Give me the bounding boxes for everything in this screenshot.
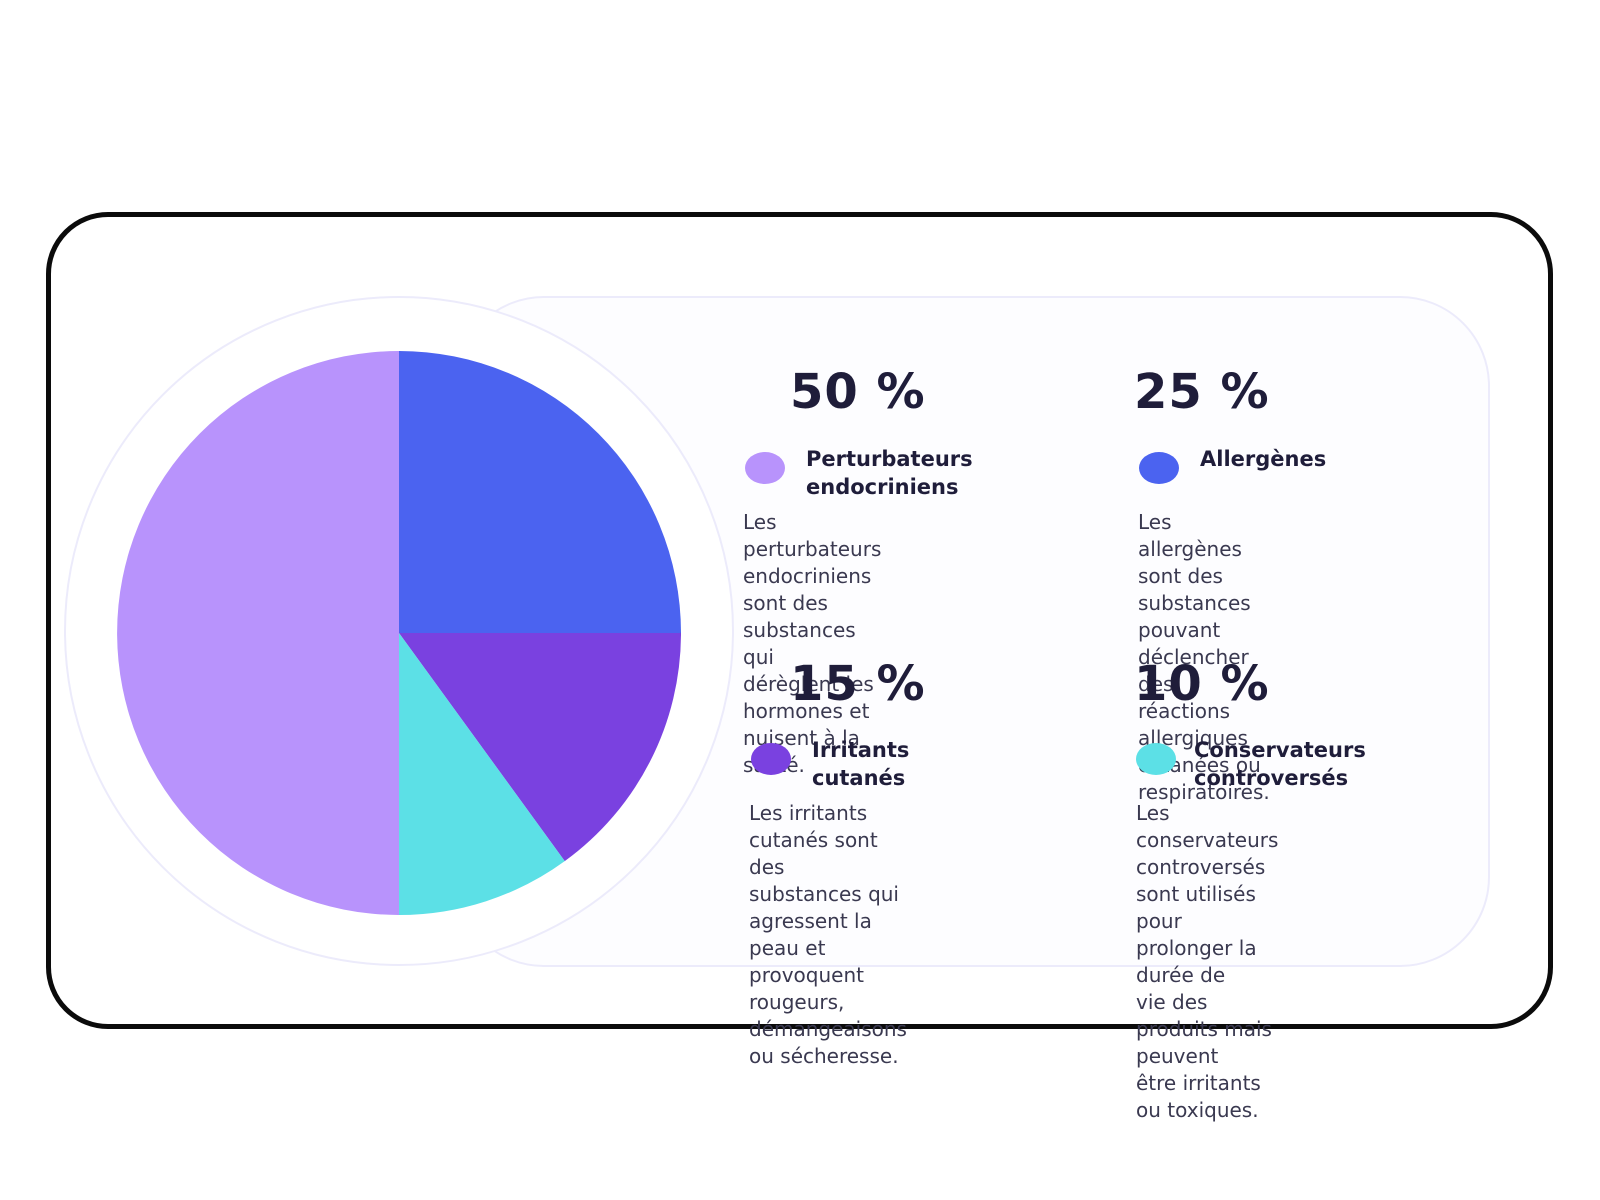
description-line: controversés sont utilisés xyxy=(1136,855,1266,906)
legend-name-line: endocriniens xyxy=(806,475,959,499)
description-line: Les perturbateurs endocriniens xyxy=(743,510,882,588)
description-line: substances qui agressent la xyxy=(749,882,899,933)
description-line: être irritants ou toxiques. xyxy=(1136,1071,1261,1122)
legend-description: Les conservateurs controversés sont util… xyxy=(1136,800,1278,1124)
legend-description: Les allergènes sont des substances pouva… xyxy=(1138,509,1270,806)
percent-label: 50 % xyxy=(790,364,926,420)
legend-name-line: controversés xyxy=(1194,766,1349,790)
description-line: Les conservateurs xyxy=(1136,801,1279,852)
color-dot-icon xyxy=(751,743,791,775)
pie-slice-allergenes xyxy=(399,351,681,633)
legend-name-line: Allergènes xyxy=(1200,447,1327,471)
description-line: Les allergènes sont des xyxy=(1138,510,1242,588)
legend-name: Allergènes xyxy=(1200,445,1326,473)
legend-description: Les irritants cutanés sont des substance… xyxy=(749,800,907,1070)
legend-name-line: Perturbateurs xyxy=(806,447,973,471)
description-line: démangeaisons ou sécheresse. xyxy=(749,1017,907,1068)
color-dot-icon xyxy=(1139,452,1179,484)
legend-name: Conservateurs controversés xyxy=(1194,736,1366,792)
legend-description: Les perturbateurs endocriniens sont des … xyxy=(743,509,881,779)
description-line: Les irritants cutanés sont des xyxy=(749,801,878,879)
percent-label: 15 % xyxy=(790,656,926,712)
description-line: peau et provoquent rougeurs, xyxy=(749,936,864,1014)
legend-name-line: Irritants xyxy=(812,738,910,762)
pie-chart xyxy=(117,351,681,915)
percent-label: 25 % xyxy=(1134,364,1270,420)
legend-name: Irritants cutanés xyxy=(812,736,909,792)
legend-name: Perturbateurs endocriniens xyxy=(806,445,973,501)
pie-slice-perturbateurs-endocriniens xyxy=(117,351,399,915)
percent-label: 10 % xyxy=(1134,656,1270,712)
pie-slice-conservateurs-controverses xyxy=(399,633,565,915)
pie-slice-irritants-cutanes xyxy=(399,633,681,862)
legend-name-line: cutanés xyxy=(812,766,906,790)
description-line: vie des produits mais peuvent xyxy=(1136,990,1272,1068)
description-line: des réactions allergiques xyxy=(1138,672,1248,750)
description-line: pour prolonger la durée de xyxy=(1136,909,1257,987)
color-dot-icon xyxy=(745,452,785,484)
legend-name-line: Conservateurs xyxy=(1194,738,1366,762)
color-dot-icon xyxy=(1136,743,1176,775)
description-line: dérèglent les hormones et xyxy=(743,672,874,723)
description-line: sont des substances qui xyxy=(743,591,856,669)
description-line: substances pouvant déclencher xyxy=(1138,591,1251,669)
